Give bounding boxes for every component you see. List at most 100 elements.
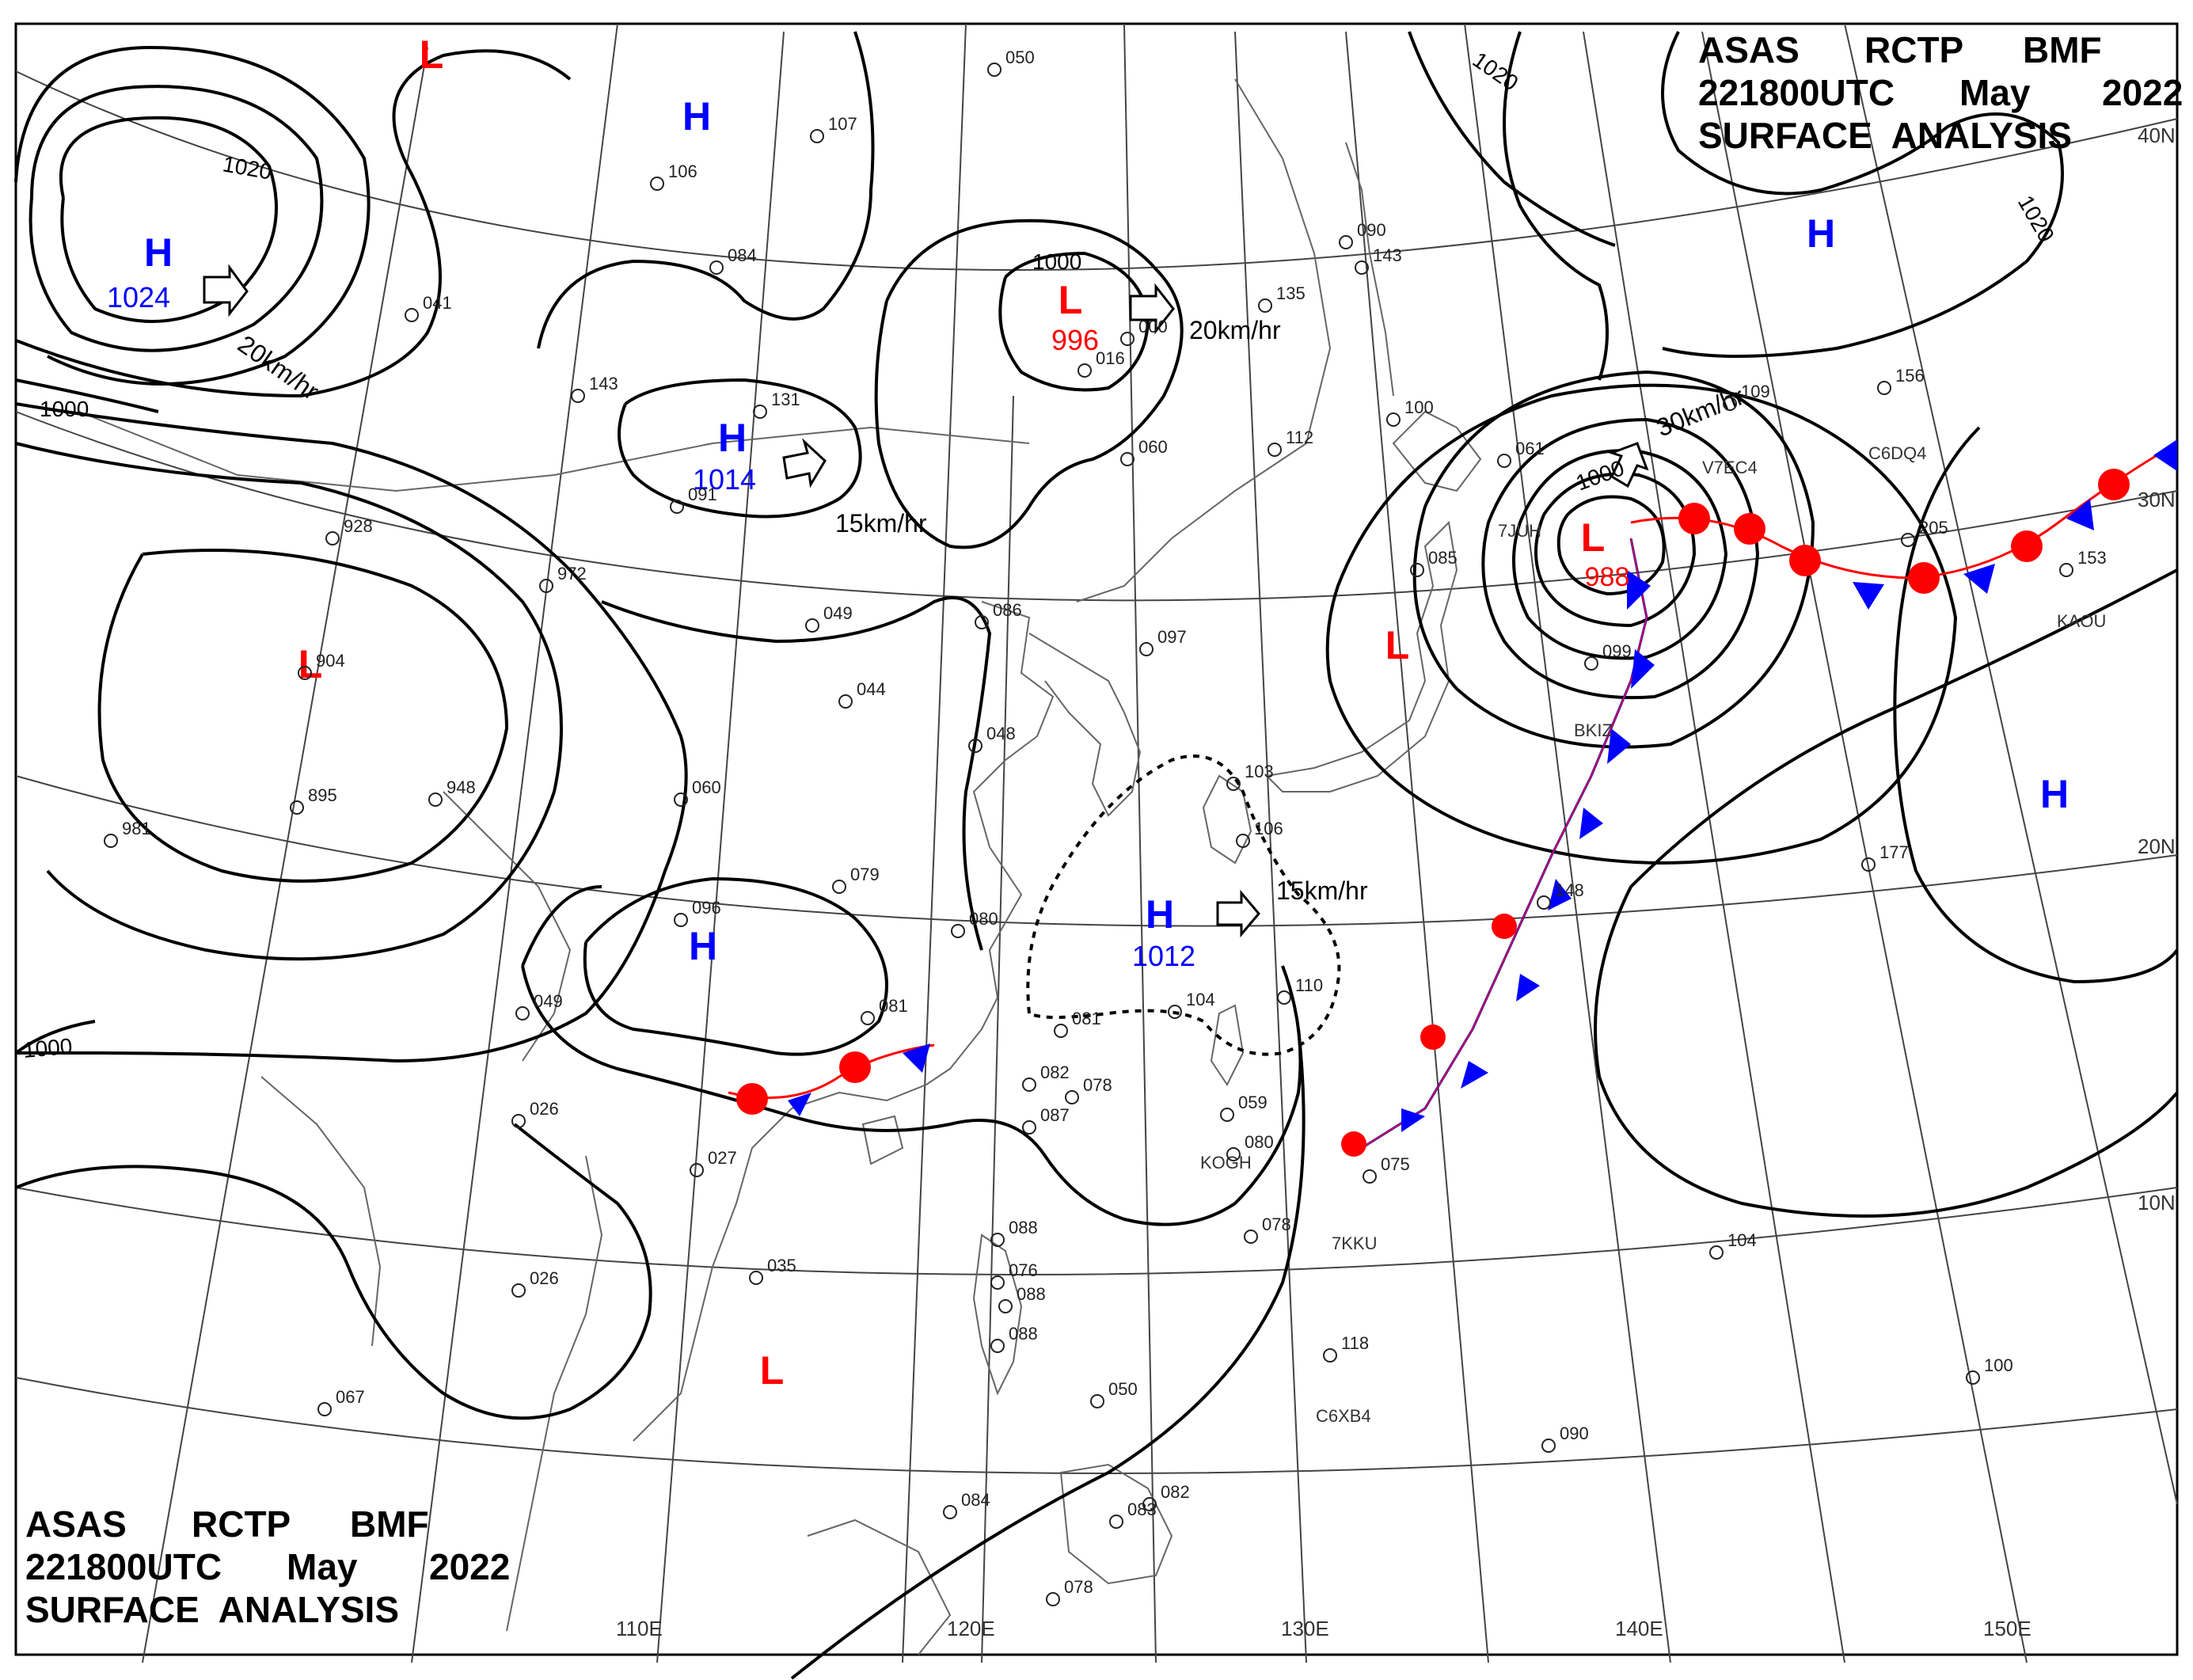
station-pressure: 981 [122,819,151,838]
motion-arrows [203,264,1649,938]
station-pressure: 106 [668,162,697,181]
isobar-nw-band1 [15,49,572,398]
low-center-symbol: L [420,32,444,77]
fronts [728,439,2178,1157]
station-marker [1109,1515,1123,1529]
station-marker [690,1163,704,1177]
vietnam-coast [633,1108,792,1442]
isobar-high-1014 [618,378,862,519]
station-pressure: 087 [1040,1105,1070,1125]
warm-front-bump [736,1083,768,1115]
station-pressure: 107 [828,114,857,134]
station-code: KOGH [1200,1153,1252,1173]
station-pressure: 088 [1009,1218,1038,1237]
warm-front-bump [2011,530,2043,562]
station-pressure: 050 [1108,1379,1138,1399]
station-pressure: 112 [1286,428,1313,447]
station-pressure: 143 [589,374,618,393]
isobar-value-label: 1000 [22,1034,74,1062]
isobar-high-1024-outer [14,45,371,386]
station-marker [810,129,824,143]
station-marker [1142,1497,1157,1511]
station-marker [674,792,688,807]
station-pressure: 085 [1428,548,1458,568]
station-pressure: 153 [2077,548,2107,568]
station-marker [1386,412,1401,427]
warm-front-bump [1492,914,1517,939]
header-bottom: ASAS RCTP BMF 221800UTC May 2022 SURFACE ANA… [25,1503,510,1631]
station-marker [1226,1147,1241,1161]
korea-coast [1028,633,1142,817]
header-top-center: RCTP [1864,29,1964,70]
station-pressure: 035 [767,1256,796,1275]
station-pressure: 049 [534,991,563,1011]
station-marker [1709,1245,1724,1260]
motion-arrow-icon [203,264,249,317]
station-marker [998,1299,1013,1313]
station-marker [1410,563,1424,577]
cold-front-triangle [2153,439,2177,471]
cold-front-triangle [1963,564,1995,594]
longitude-label: 150E [1983,1617,2031,1640]
station-marker [1220,1108,1234,1122]
longitude-label: 140E [1615,1617,1663,1640]
station-pressure: 090 [1560,1423,1589,1443]
station-marker [650,177,664,191]
meridian-115e [902,23,967,1663]
parallel-30n [15,411,2178,602]
header-bottom-type: BMF [350,1503,429,1545]
indochina-west [506,1155,603,1632]
warm-front-bump [1420,1024,1446,1050]
high-center-symbol: H [1146,892,1174,937]
mongolia-border [78,411,1030,492]
isobar-high-east-china [583,876,888,1056]
station-pressure: 000 [1138,317,1168,336]
station-marker [1077,363,1092,378]
station-marker [1363,1169,1377,1184]
meridian-120e [981,395,1014,1663]
station-pressure: 103 [1245,762,1274,781]
station-pressure: 088 [1017,1284,1046,1304]
header-top-month: May [1959,72,2031,113]
station-code: C6XB4 [1316,1406,1371,1426]
parallel-10n [15,1187,2178,1275]
station-pressure: 097 [1157,627,1187,647]
high-center-symbol: H [682,94,711,139]
motion-speed-label: 15km/hr [1276,876,1368,905]
isobar-west-1000 [14,1020,96,1055]
station-pressure: 083 [1127,1499,1157,1519]
cold-front-triangle [1579,808,1603,839]
cold-front-triangle [2066,499,2094,530]
station-marker [670,500,684,514]
station-marker [805,618,819,633]
header-bottom-product: ASAS [25,1503,127,1545]
station-pressure: 948 [447,777,476,797]
station-code: BKIZ [1574,720,1613,740]
station-marker [1966,1370,1980,1385]
low-center-symbol: L [760,1348,785,1393]
isobar-low-bay-of-bengal [15,1123,652,1420]
isobar-low-988-3 [1512,449,1728,660]
station-marker [709,260,724,275]
station-marker [861,1011,875,1025]
station-pressure: 904 [316,651,345,671]
station-pressure: 972 [557,564,587,583]
station-pressure: 026 [530,1099,559,1119]
latitude-label: 40N [2138,124,2176,147]
station-codes: 7JUH V7EC4 C6DQ4 KAOU BKIZ KOGH 7KKU C6X… [1200,443,2106,1426]
header-bottom-title: SURFACE ANALYSIS [25,1589,400,1630]
sakhalin [1345,142,1394,397]
station-marker [325,531,340,545]
station-pressure: 096 [692,898,721,918]
station-pressure: 041 [423,293,452,313]
meridian-105e [411,23,618,1663]
station-pressure: 078 [1083,1075,1112,1095]
isobar-low-996-inner [998,251,1150,392]
header-top-time: 221800UTC [1698,72,1895,113]
station-pressure: 049 [823,603,853,623]
high-center-value: 1012 [1132,940,1195,972]
station-pressure: 091 [688,485,717,504]
station-pressure: 078 [1064,1577,1093,1597]
station-pressure: 076 [1009,1260,1038,1280]
station-pressure: 100 [1404,397,1434,417]
